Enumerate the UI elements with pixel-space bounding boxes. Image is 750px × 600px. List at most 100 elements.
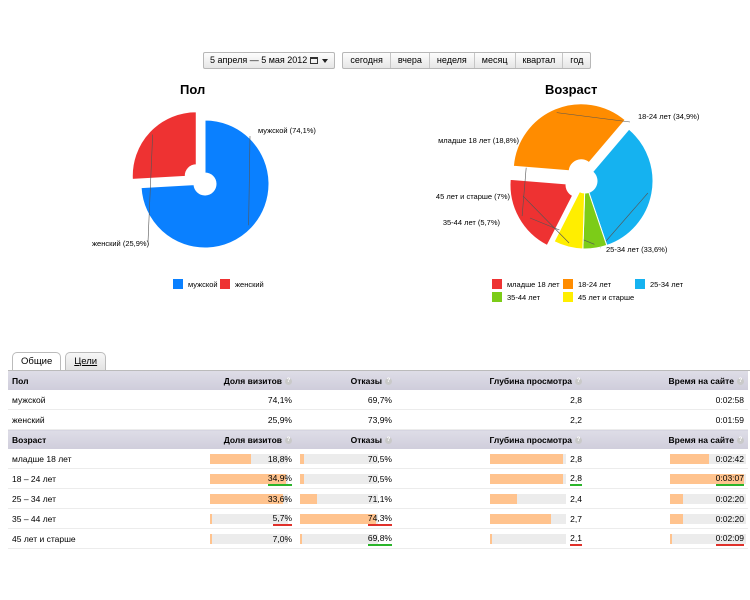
cell-name: младше 18 лет [8,449,206,469]
cell-name: женский [8,409,206,430]
table-row[interactable]: 45 лет и старше 7,0% 69,8% 2,1 0:02:09 [8,528,748,549]
slice-label: 35-44 лет (5,7%) [443,218,501,227]
cell-share: 33,6% [206,488,296,509]
help-icon[interactable]: ? [737,436,744,444]
cell-name: мужской [8,390,206,410]
period-month-button[interactable]: месяц [473,53,515,68]
level-bar-track [490,494,566,504]
chevron-down-icon [322,58,329,63]
level-bar-fill [490,454,563,464]
cell-value: 70,5% [367,474,392,484]
slice-label: 45 лет и старше (7%) [436,192,511,201]
legend-item-female: женский [220,279,264,289]
level-bar-track [490,474,566,484]
column-header-label: Время на сайте [668,375,734,386]
cell-value: 0:03:07 [715,472,744,486]
pie-slice-18-24-лет[interactable] [512,103,626,172]
table-row[interactable]: 25 – 34 лет 33,6% 71,1% 2,4 0:02:20 [8,488,748,509]
column-header-time[interactable]: Время на сайте? [586,371,748,390]
column-header-share[interactable]: Доля визитов? [206,429,296,449]
level-bar-fill [210,454,251,464]
column-header-label: Глубина просмотра [489,375,572,386]
period-quarter-button[interactable]: квартал [514,53,563,68]
column-header-bounce[interactable]: Отказы? [296,429,396,449]
cell-value: 5,7% [272,512,292,526]
slice-label: 25-34 лет (33,6%) [606,245,668,254]
cell-time: 0:02:58 [586,390,748,410]
help-icon[interactable]: ? [285,436,292,444]
period-today-button[interactable]: сегодня [350,55,383,65]
help-icon[interactable]: ? [385,436,392,444]
cell-name: 35 – 44 лет [8,508,206,529]
leader-line [248,135,251,226]
period-week-button[interactable]: неделя [428,53,474,68]
age-chart-title: Возраст [545,82,598,97]
date-toolbar: 5 апреля — 5 мая 2012 сегодня вчера неде… [203,52,592,69]
level-bar-fill [300,494,317,504]
period-year-button[interactable]: год [562,53,590,68]
column-header-time[interactable]: Время на сайте? [586,429,748,449]
leader-line [556,112,631,123]
legend-item-under-18: младше 18 лет [492,279,560,289]
table-row[interactable]: 18 – 24 лет 34,9% 70,5% 2,8 0:03:07 [8,468,748,489]
period-yesterday-button[interactable]: вчера [389,53,429,68]
column-header-share[interactable]: Доля визитов? [206,371,296,390]
cell-value: 2,7 [570,514,582,524]
cell-value: 33,6% [267,494,292,504]
table-row[interactable]: мужской 74,1% 69,7% 2,8 0:02:58 [8,390,748,410]
gender-chart-title: Пол [180,82,206,97]
help-icon[interactable]: ? [575,436,582,444]
level-bar-track [490,454,566,464]
level-bar-track [300,454,378,464]
column-header-label: Глубина просмотра [489,434,572,445]
column-header-label: Отказы [350,375,382,386]
help-icon[interactable]: ? [285,377,292,385]
date-range-picker[interactable]: 5 апреля — 5 мая 2012 [203,52,336,69]
column-header-depth[interactable]: Глубина просмотра? [396,429,586,449]
column-header-bounce[interactable]: Отказы? [296,371,396,390]
tab-general[interactable]: Общие [12,352,62,371]
level-bar-fill [670,454,709,464]
table-row[interactable]: женский 25,9% 73,9% 2,2 0:01:59 [8,409,748,430]
level-bar-fill [210,534,212,544]
slice-label: мужской (74,1%) [258,126,316,135]
cell-share: 74,1% [206,390,296,410]
cell-value: 18,8% [267,454,292,464]
pie-slice-женский[interactable] [131,111,197,180]
help-icon[interactable]: ? [385,377,392,385]
period-selector: сегодня вчера неделя месяц квартал год [342,52,592,69]
tab-goals-label: Цели [74,356,98,367]
tab-goals[interactable]: Цели [65,352,107,371]
cell-bounce: 69,8% [296,528,396,549]
table-row[interactable]: младше 18 лет 18,8% 70,5% 2,8 0:02:42 [8,449,748,469]
level-bar-track [490,514,566,524]
legend-label: 45 лет и старше [578,292,635,302]
column-header-label: Доля визитов [223,375,282,386]
column-header-label: Доля визитов [223,434,282,445]
column-header-label: Отказы [350,434,382,445]
help-icon[interactable]: ? [737,377,744,385]
help-icon[interactable]: ? [575,377,582,385]
column-header-depth[interactable]: Глубина просмотра? [396,371,586,390]
level-bar-track [670,514,746,524]
pie-center-hole [573,169,597,193]
legend-swatch [220,279,230,289]
cell-time: 0:02:09 [586,528,748,549]
level-bar-fill [300,454,304,464]
table-row[interactable]: 35 – 44 лет 5,7% 74,3% 2,7 0:02:20 [8,508,748,529]
level-bar-fill [490,474,563,484]
cell-time: 0:02:20 [586,508,748,529]
cell-value: 2,8 [570,472,582,486]
cell-value: 0:02:09 [715,532,744,546]
cell-value: 7,0% [272,534,292,544]
level-bar-track [670,474,746,484]
calendar-icon [310,57,319,64]
level-bar-fill [670,514,683,524]
cell-depth: 2,8 [396,449,586,469]
pie-slice-младше-18-лет[interactable] [509,178,574,247]
legend-label: 25-34 лет [650,279,683,289]
level-bar-track [670,494,746,504]
level-bar-track [210,454,288,464]
legend-swatch [635,279,645,289]
cell-depth: 2,7 [396,508,586,529]
